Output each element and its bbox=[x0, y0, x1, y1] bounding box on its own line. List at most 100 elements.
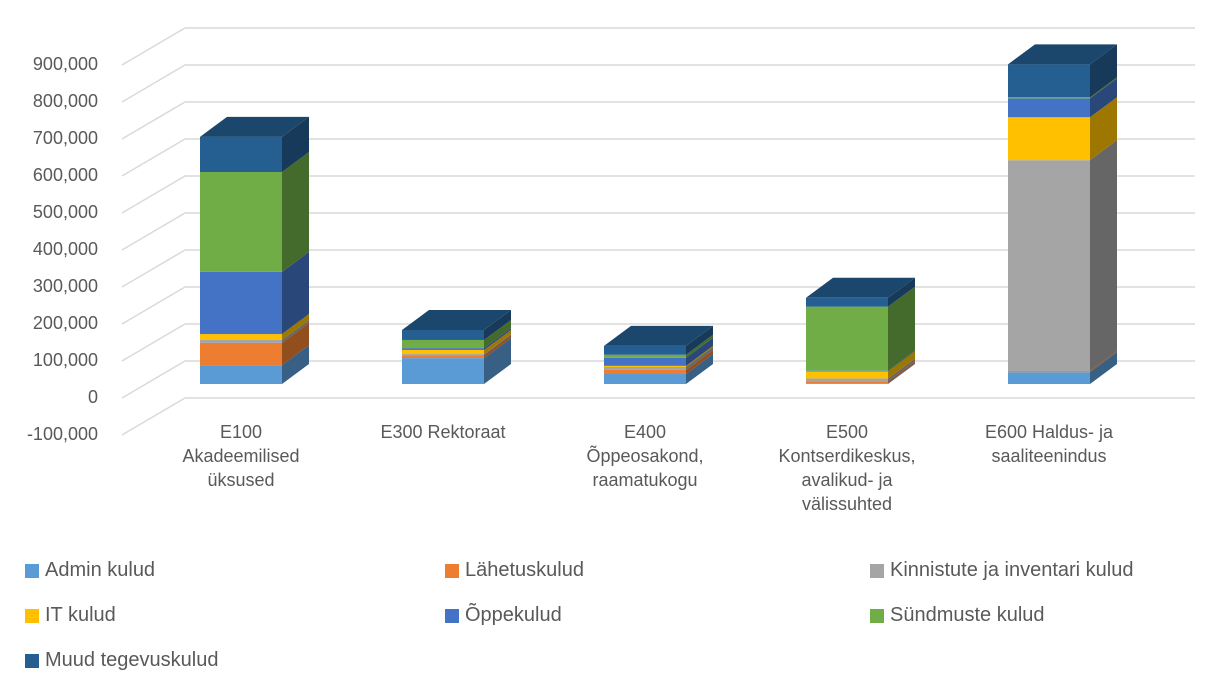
bar bbox=[1008, 372, 1090, 384]
bar bbox=[806, 378, 888, 382]
x-tick-label: E100 Akadeemilised üksused bbox=[182, 422, 300, 490]
y-tick-label: 400,000 bbox=[33, 239, 98, 259]
bar bbox=[200, 339, 282, 343]
legend-swatch bbox=[445, 608, 459, 623]
bar bbox=[806, 383, 888, 384]
legend-item: Lähetuskulud bbox=[445, 559, 584, 582]
legend-swatch bbox=[870, 563, 884, 578]
y-tick-label: 300,000 bbox=[33, 276, 98, 296]
grid-line bbox=[121, 212, 1195, 251]
legend-item: Muud tegevuskulud bbox=[25, 649, 218, 672]
bar bbox=[604, 357, 686, 366]
grid-line bbox=[121, 397, 1195, 436]
legend-item: Õppekulud bbox=[445, 604, 562, 627]
bar bbox=[402, 349, 484, 355]
bar bbox=[1008, 98, 1090, 118]
bar-side bbox=[282, 319, 309, 343]
bar bbox=[604, 354, 686, 358]
bar bbox=[806, 306, 888, 371]
bar-side bbox=[686, 354, 713, 384]
legend-item: Kinnistute ja inventari kulud bbox=[870, 559, 1133, 582]
bar-side bbox=[888, 286, 915, 371]
bar-side bbox=[888, 350, 915, 372]
bar-side bbox=[1090, 352, 1117, 384]
bar-side bbox=[484, 328, 511, 350]
bar-side bbox=[686, 334, 713, 358]
bar bbox=[200, 334, 282, 340]
bar-side bbox=[484, 329, 511, 355]
bar-side bbox=[1090, 77, 1117, 99]
grid-line bbox=[121, 101, 1195, 140]
bar-side bbox=[686, 349, 713, 375]
grid-line bbox=[121, 138, 1195, 177]
bar bbox=[604, 365, 686, 367]
bar bbox=[1008, 117, 1090, 161]
legend-label: Admin kulud bbox=[45, 559, 156, 581]
bar-side bbox=[888, 361, 915, 384]
grid-line bbox=[121, 27, 1195, 66]
bar bbox=[200, 136, 282, 172]
bar-side bbox=[484, 309, 511, 340]
legend-label: Sündmuste kulud bbox=[890, 604, 1045, 626]
y-tick-label: 0 bbox=[88, 387, 98, 407]
bar-side bbox=[484, 319, 511, 349]
legend-label: Kinnistute ja inventari kulud bbox=[890, 559, 1134, 581]
bar-side bbox=[686, 337, 713, 366]
bar bbox=[806, 297, 888, 307]
legend-item: Sündmuste kulud bbox=[870, 604, 1045, 627]
bar-side bbox=[1090, 44, 1117, 98]
legend-swatch bbox=[25, 653, 39, 668]
bar bbox=[604, 374, 686, 384]
bar bbox=[402, 354, 484, 356]
bar bbox=[200, 271, 282, 335]
bar bbox=[402, 329, 484, 340]
y-tick-label: -100,000 bbox=[27, 424, 98, 444]
y-tick-label: 800,000 bbox=[33, 91, 98, 111]
bar bbox=[200, 342, 282, 366]
bar-side bbox=[1090, 140, 1117, 372]
bar bbox=[806, 370, 888, 372]
grid-line bbox=[121, 64, 1195, 103]
grid-line bbox=[121, 175, 1195, 214]
legend-label: Muud tegevuskulud bbox=[45, 649, 219, 671]
y-tick-label: 200,000 bbox=[33, 313, 98, 333]
bar-side bbox=[888, 277, 915, 307]
bar bbox=[402, 358, 484, 384]
bar-top bbox=[1008, 44, 1117, 65]
x-tick-label: E300 Rektoraat bbox=[380, 422, 506, 442]
x-tick-label: E500 Kontserdikeskus, avalikud- ja välis… bbox=[778, 422, 916, 514]
bar-side bbox=[888, 363, 915, 384]
bar-side bbox=[282, 116, 309, 172]
bar bbox=[402, 339, 484, 349]
x-tick-label: E400 Õppeosakond, raamatukogu bbox=[586, 422, 704, 490]
legend-swatch bbox=[445, 563, 459, 578]
bar-side bbox=[888, 351, 915, 379]
bar bbox=[1008, 64, 1090, 98]
bar-side bbox=[282, 251, 309, 335]
bar-side bbox=[686, 346, 713, 370]
bar bbox=[604, 369, 686, 375]
bar-side bbox=[282, 314, 309, 340]
bar bbox=[1008, 160, 1090, 372]
x-tick-label: E600 Haldus- ja saaliteenindus bbox=[984, 422, 1114, 466]
bar bbox=[1008, 97, 1090, 99]
bar-side bbox=[1090, 78, 1117, 118]
legend-label: IT kulud bbox=[45, 604, 116, 626]
bar-top bbox=[604, 325, 713, 346]
bar-side bbox=[686, 345, 713, 367]
legend-label: Õppekulud bbox=[465, 604, 562, 626]
bar-side bbox=[1090, 97, 1117, 161]
legend-swatch bbox=[870, 608, 884, 623]
bar-top bbox=[402, 309, 511, 330]
y-tick-label: 900,000 bbox=[33, 54, 98, 74]
bar-side bbox=[282, 345, 309, 384]
bar-side bbox=[686, 325, 713, 355]
bar-top bbox=[200, 116, 309, 137]
bar bbox=[1008, 371, 1090, 373]
bar bbox=[806, 381, 888, 384]
bar-side bbox=[484, 338, 511, 384]
grid-line bbox=[121, 249, 1195, 288]
bar bbox=[604, 366, 686, 370]
